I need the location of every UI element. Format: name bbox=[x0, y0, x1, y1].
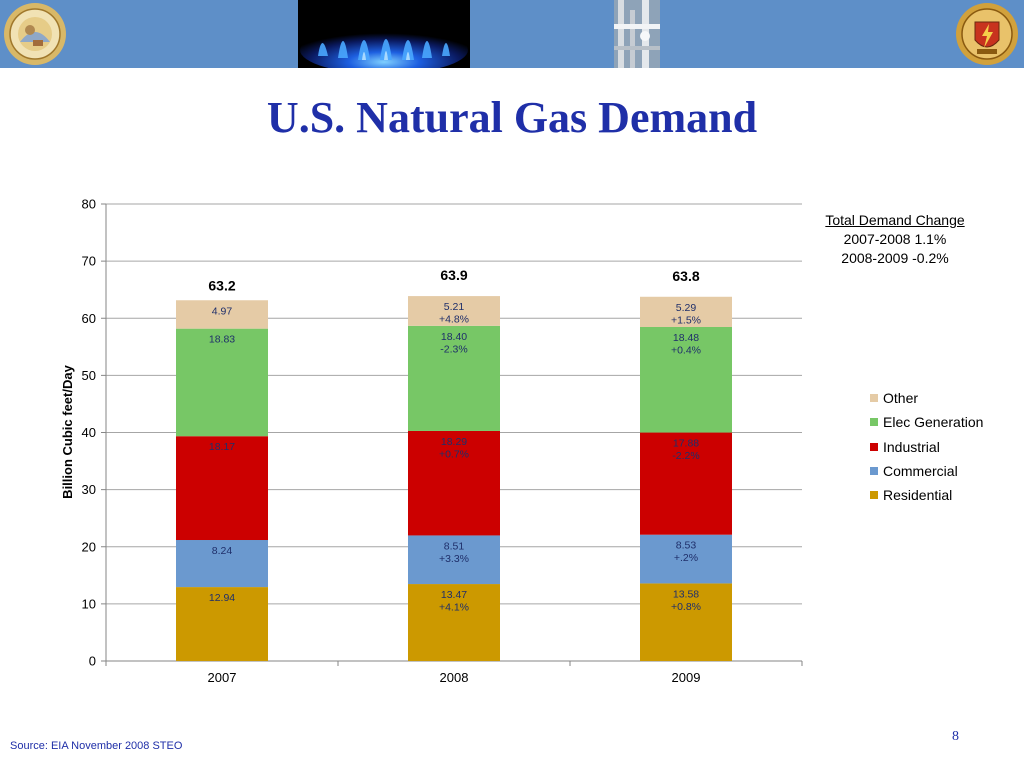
bar-segment-industrial bbox=[176, 436, 268, 541]
data-label: 18.29 bbox=[441, 436, 467, 448]
y-axis-label: Billion Cubic feet/Day bbox=[60, 364, 75, 498]
bar-segment-elec-generation bbox=[176, 328, 268, 437]
slide-title: U.S. Natural Gas Demand bbox=[266, 93, 758, 142]
gas-flame-photo bbox=[298, 0, 470, 68]
data-label: 17.88 bbox=[673, 438, 699, 450]
bar-segment-commercial bbox=[640, 534, 732, 584]
bar-segment-other bbox=[408, 296, 500, 326]
legend-swatch bbox=[870, 394, 878, 403]
data-label: +0.7% bbox=[439, 448, 469, 460]
y-tick-label: 50 bbox=[82, 368, 96, 383]
bar-segment-residential bbox=[176, 587, 268, 661]
y-tick-label: 0 bbox=[89, 654, 96, 669]
legend-label: Commercial bbox=[883, 463, 958, 480]
data-label: -2.3% bbox=[440, 343, 467, 355]
y-tick-label: 10 bbox=[82, 596, 96, 611]
bar-total-label: 63.2 bbox=[208, 277, 235, 293]
bar-segment-other bbox=[640, 296, 732, 327]
total-demand-change: Total Demand Change 2007-2008 1.1% 2008-… bbox=[790, 211, 1000, 268]
bar-segment-residential bbox=[640, 583, 732, 661]
bar-segment-commercial bbox=[176, 540, 268, 588]
bar-segment-elec-generation bbox=[640, 326, 732, 433]
data-label: 12.94 bbox=[209, 592, 235, 604]
legend-item: Residential bbox=[870, 483, 983, 507]
y-tick-label: 40 bbox=[82, 425, 96, 440]
legend-swatch bbox=[870, 418, 878, 427]
data-label: -2.2% bbox=[672, 450, 699, 462]
legend-label: Elec Generation bbox=[883, 414, 984, 431]
legend-label: Industrial bbox=[883, 438, 940, 455]
bar-segment-industrial bbox=[408, 430, 500, 536]
bar-segment-other bbox=[176, 300, 268, 329]
header-bar bbox=[0, 0, 1024, 68]
data-label: +.2% bbox=[674, 552, 698, 564]
x-tick-label: 2009 bbox=[672, 670, 701, 685]
california-puc-seal-icon bbox=[956, 3, 1018, 65]
x-tick-label: 2007 bbox=[208, 670, 237, 685]
legend-label: Residential bbox=[883, 487, 953, 504]
data-label: +0.8% bbox=[671, 601, 701, 613]
demand-change-line: 2007-2008 1.1% bbox=[843, 231, 947, 247]
y-tick-label: 70 bbox=[82, 254, 96, 269]
legend-label: Other bbox=[883, 390, 919, 407]
page-number: 8 bbox=[952, 729, 959, 744]
legend-swatch bbox=[870, 491, 878, 500]
y-tick-label: 20 bbox=[82, 539, 96, 554]
chart-legend: Other Elec Generation Industrial Commercial… bbox=[870, 386, 983, 507]
demand-change-line: 2008-2009 -0.2% bbox=[841, 250, 949, 266]
bar-total-label: 63.8 bbox=[672, 268, 699, 284]
x-tick-label: 2008 bbox=[440, 670, 469, 685]
data-labels: 12.94 8.24 18.17 18.83 4.97 63.2 13.47+4.1% 8.5… bbox=[208, 267, 701, 613]
y-tick-label: 60 bbox=[82, 311, 96, 326]
data-label: 4.97 bbox=[212, 305, 233, 317]
data-label: 5.29 bbox=[676, 302, 697, 314]
bar-segment-industrial bbox=[640, 432, 732, 535]
bars bbox=[176, 296, 732, 661]
legend-item: Elec Generation bbox=[870, 410, 983, 434]
bar-segment-commercial bbox=[408, 535, 500, 585]
bar-segment-residential bbox=[408, 584, 500, 661]
bar-segment-elec-generation bbox=[408, 325, 500, 431]
data-label: +4.1% bbox=[439, 602, 469, 614]
data-label: 18.83 bbox=[209, 334, 235, 346]
data-label: 18.40 bbox=[441, 331, 467, 343]
data-label: 18.48 bbox=[673, 332, 699, 344]
bar-total-label: 63.9 bbox=[440, 267, 467, 283]
data-label: +1.5% bbox=[671, 314, 701, 326]
data-label: 8.24 bbox=[212, 545, 233, 557]
data-label: 5.21 bbox=[444, 301, 465, 313]
source-note: Source: EIA November 2008 STEO bbox=[10, 740, 183, 752]
data-label: +0.4% bbox=[671, 344, 701, 356]
y-tick-label: 30 bbox=[82, 482, 96, 497]
gas-pipeline-photo bbox=[614, 0, 660, 68]
demand-change-heading: Total Demand Change bbox=[825, 212, 965, 228]
data-label: 8.51 bbox=[444, 540, 465, 552]
legend-swatch bbox=[870, 467, 878, 476]
legend-item: Other bbox=[870, 386, 983, 410]
data-label: 13.58 bbox=[673, 588, 699, 600]
y-tick-label: 80 bbox=[82, 197, 96, 212]
legend-swatch bbox=[870, 442, 878, 451]
data-label: +3.3% bbox=[439, 553, 469, 565]
legend-item: Industrial bbox=[870, 435, 983, 459]
legend-item: Commercial bbox=[870, 459, 983, 483]
data-label: +4.8% bbox=[439, 314, 469, 326]
california-energy-commission-seal-icon bbox=[4, 3, 66, 65]
data-label: 18.17 bbox=[209, 441, 235, 453]
data-label: 13.47 bbox=[441, 589, 467, 601]
data-label: 8.53 bbox=[676, 540, 697, 552]
